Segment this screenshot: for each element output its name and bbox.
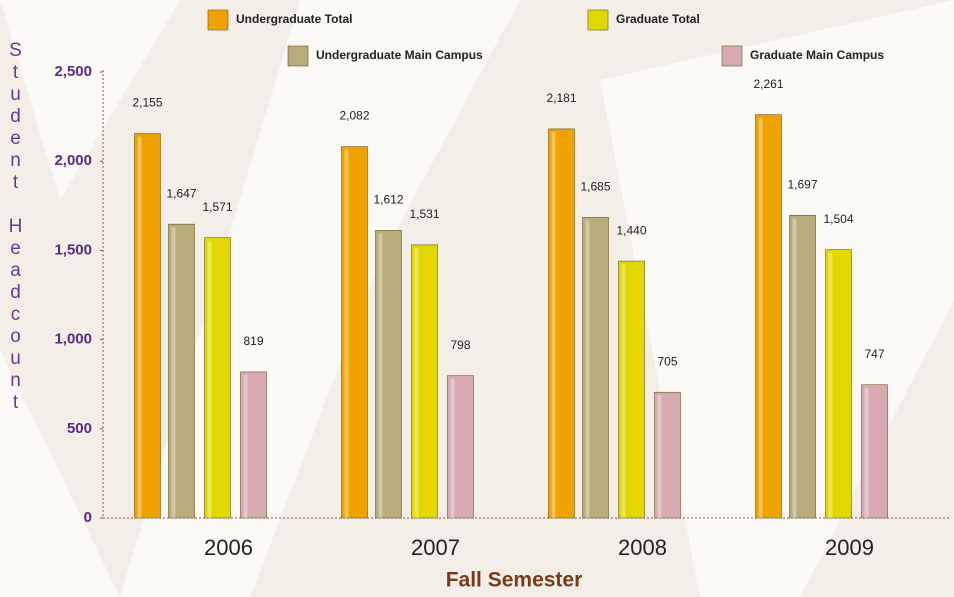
legend-swatch bbox=[287, 45, 309, 67]
bar-highlight bbox=[828, 252, 833, 518]
bar-highlight bbox=[243, 374, 248, 518]
value-label: 798 bbox=[450, 338, 470, 352]
bar bbox=[825, 249, 852, 519]
legend-swatch bbox=[207, 9, 229, 31]
value-label: 747 bbox=[864, 347, 884, 361]
value-label: 705 bbox=[657, 354, 677, 368]
bar-highlight bbox=[171, 227, 176, 518]
x-tick-label: 2009 bbox=[825, 535, 874, 560]
bar-highlight bbox=[378, 233, 383, 519]
bar bbox=[240, 371, 267, 519]
value-label: 1,685 bbox=[580, 180, 610, 194]
bar-highlight bbox=[792, 218, 797, 519]
value-label: 1,647 bbox=[166, 186, 196, 200]
bar bbox=[204, 237, 231, 519]
legend-label: Undergraduate Total bbox=[236, 12, 352, 26]
y-tick-label: 2,500 bbox=[54, 63, 92, 80]
bar-highlight bbox=[864, 387, 869, 518]
legend-label: Graduate Total bbox=[616, 12, 700, 26]
bar-highlight bbox=[585, 220, 590, 518]
bar-highlight bbox=[137, 136, 142, 518]
y-tick-label: 500 bbox=[67, 420, 92, 437]
bar bbox=[582, 217, 609, 519]
y-tick-label: 1,000 bbox=[54, 331, 92, 348]
bar-highlight bbox=[758, 117, 763, 518]
bar-highlight bbox=[414, 247, 419, 518]
x-tick-label: 2008 bbox=[618, 535, 667, 560]
y-axis-title: Student Headcount bbox=[5, 40, 26, 414]
x-tick-label: 2007 bbox=[411, 535, 460, 560]
bar bbox=[341, 146, 368, 519]
bar-highlight bbox=[657, 395, 662, 518]
bar-highlight bbox=[207, 240, 212, 519]
legend-swatch bbox=[721, 45, 743, 67]
legend-label: Graduate Main Campus bbox=[750, 48, 884, 62]
bar bbox=[168, 223, 195, 519]
x-axis-title: Fall Semester bbox=[446, 569, 583, 592]
bar bbox=[755, 114, 782, 519]
bar-highlight bbox=[344, 149, 349, 518]
bar bbox=[654, 391, 681, 519]
value-label: 1,612 bbox=[373, 193, 403, 207]
x-tick-label: 2006 bbox=[204, 535, 253, 560]
value-label: 2,082 bbox=[339, 109, 369, 123]
bar bbox=[618, 260, 645, 519]
y-tick-label: 1,500 bbox=[54, 241, 92, 258]
bar bbox=[375, 230, 402, 519]
value-label: 1,531 bbox=[409, 207, 439, 221]
bar bbox=[548, 128, 575, 519]
value-label: 1,440 bbox=[616, 223, 646, 237]
value-label: 1,571 bbox=[202, 200, 232, 214]
bar-highlight bbox=[621, 264, 626, 518]
legend-swatch bbox=[587, 9, 609, 31]
value-label: 2,181 bbox=[546, 91, 576, 105]
y-tick-label: 2,000 bbox=[54, 152, 92, 169]
bar bbox=[411, 244, 438, 519]
bar bbox=[134, 133, 161, 519]
bar bbox=[447, 375, 474, 519]
bar bbox=[789, 214, 816, 519]
bar bbox=[861, 384, 888, 519]
legend-label: Undergraduate Main Campus bbox=[316, 48, 483, 62]
y-tick-label: 0 bbox=[84, 509, 92, 526]
value-label: 1,697 bbox=[787, 177, 817, 191]
value-label: 1,504 bbox=[823, 212, 853, 226]
bar-highlight bbox=[450, 378, 455, 518]
value-label: 2,155 bbox=[132, 96, 162, 110]
value-label: 2,261 bbox=[753, 77, 783, 91]
value-label: 819 bbox=[243, 334, 263, 348]
bar-highlight bbox=[551, 131, 556, 518]
